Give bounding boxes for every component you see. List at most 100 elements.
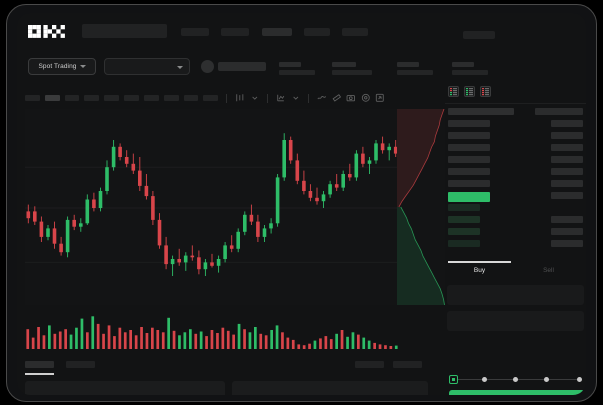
- orderbook-row-ask[interactable]: [445, 143, 586, 152]
- orderbook-rows: [445, 107, 586, 251]
- bottom-action-1[interactable]: [393, 361, 422, 368]
- slider-stop-25[interactable]: [482, 377, 487, 382]
- orderbook-row-bid[interactable]: [445, 203, 586, 212]
- volume-chart: [25, 309, 399, 353]
- bottom-tab-active-underline: [25, 373, 54, 375]
- nav-item-4[interactable]: [342, 28, 368, 36]
- settings-icon[interactable]: [361, 93, 371, 104]
- orderbook-row-bid[interactable]: [445, 227, 586, 236]
- orderbook-mode-asks-only-icon[interactable]: [480, 86, 491, 97]
- timeframe-4[interactable]: [104, 95, 120, 101]
- chart-toolbar: [25, 89, 385, 107]
- orderbook-row-ask[interactable]: [445, 155, 586, 164]
- orderbook-cell-price: [448, 144, 490, 151]
- spot-trading-label: Spot Trading: [38, 63, 77, 70]
- stat-3: [452, 62, 490, 75]
- orderbook-cell-size: [551, 144, 583, 151]
- orderbook-mode-both-icon[interactable]: [448, 86, 459, 97]
- nav-item-2[interactable]: [262, 28, 292, 36]
- tab-buy[interactable]: Buy: [473, 267, 486, 274]
- orderbook-mode-bids-only-icon[interactable]: [464, 86, 475, 97]
- orderbook-cell-price: [448, 216, 480, 223]
- indicator-icon[interactable]: [276, 93, 286, 104]
- stat-1: [332, 62, 374, 75]
- timeframe-6[interactable]: [143, 95, 159, 101]
- timeframe-7[interactable]: [163, 95, 179, 101]
- bottom-action-0[interactable]: [355, 361, 384, 368]
- camera-icon[interactable]: [346, 93, 356, 104]
- orderbook-cell-price: [448, 240, 480, 247]
- price-field[interactable]: [447, 285, 584, 305]
- orderbook-row-ask[interactable]: [445, 119, 586, 128]
- orderbook-cell-size: [551, 216, 583, 223]
- app-screen: Spot Trading: [17, 13, 586, 395]
- bottom-panel: [25, 357, 437, 395]
- nav-item-0[interactable]: [181, 28, 209, 36]
- toolbar-divider: [308, 93, 310, 103]
- order-book: [445, 83, 586, 263]
- pair-select[interactable]: [104, 58, 190, 75]
- timeframe-0[interactable]: [25, 95, 40, 101]
- slider-handle[interactable]: [449, 375, 458, 384]
- slider-stop-75[interactable]: [544, 377, 549, 382]
- ruler-icon[interactable]: [332, 93, 342, 104]
- orderbook-cell-size: [551, 120, 583, 127]
- timeframe-3[interactable]: [84, 95, 100, 101]
- positions-panel[interactable]: [232, 381, 428, 395]
- orderbook-mode-group: [448, 86, 491, 97]
- orderbook-row-bid[interactable]: [445, 215, 586, 224]
- bottom-tab-0[interactable]: [25, 361, 54, 368]
- chevron-down-icon[interactable]: [291, 93, 301, 104]
- orderbook-cell-price: [448, 192, 490, 202]
- order-form-tabs: Buy Sell: [445, 261, 586, 281]
- tab-sell[interactable]: Sell: [543, 267, 554, 274]
- nav-item-5[interactable]: [463, 31, 495, 39]
- orderbook-cell-price: [448, 108, 514, 115]
- orderbook-cell-size: [535, 108, 583, 115]
- amount-slider[interactable]: [449, 375, 584, 384]
- avatar[interactable]: [201, 60, 214, 73]
- nav-item-1[interactable]: [221, 28, 249, 36]
- account-name: [218, 62, 266, 71]
- stat-0: [279, 62, 317, 75]
- orderbook-row-last-price[interactable]: [445, 191, 586, 202]
- orderbook-cell-price: [448, 132, 490, 139]
- open-orders-panel[interactable]: [25, 381, 225, 395]
- candlestick-chart: [25, 133, 399, 276]
- spot-trading-dropdown[interactable]: Spot Trading: [28, 58, 96, 75]
- buy-button[interactable]: [449, 390, 585, 395]
- timeframe-8[interactable]: [183, 95, 199, 101]
- timeframe-1[interactable]: [44, 95, 60, 101]
- price-chart[interactable]: [25, 109, 399, 305]
- timeframe-9[interactable]: [203, 95, 219, 101]
- trend-line-icon[interactable]: [317, 93, 327, 104]
- bottom-tab-1[interactable]: [66, 361, 95, 368]
- timeframe-2[interactable]: [64, 95, 80, 101]
- orderbook-cell-price: [448, 168, 490, 175]
- orderbook-cell-size: [551, 168, 583, 175]
- orderbook-cell-price: [448, 156, 490, 163]
- orderbook-row-ask[interactable]: [445, 179, 586, 188]
- device-frame: Spot Trading: [6, 4, 597, 402]
- slider-stop-100[interactable]: [577, 377, 582, 382]
- slider-stop-50[interactable]: [513, 377, 518, 382]
- candlestick-icon[interactable]: [235, 93, 245, 104]
- orderbook-cell-price: [448, 120, 490, 127]
- orderbook-row-header[interactable]: [445, 107, 586, 116]
- timeframe-5[interactable]: [124, 95, 139, 101]
- orderbook-cell-size: [551, 240, 583, 247]
- orderbook-cell-size: [551, 192, 583, 199]
- buy-tab-underline: [448, 261, 511, 263]
- nav-item-3[interactable]: [304, 28, 330, 36]
- search-input[interactable]: [82, 24, 167, 38]
- orderbook-row-ask[interactable]: [445, 131, 586, 140]
- fullscreen-icon[interactable]: [375, 93, 385, 104]
- orderbook-row-ask[interactable]: [445, 167, 586, 176]
- orderbook-cell-size: [551, 228, 583, 235]
- orderbook-cell-price: [448, 180, 490, 187]
- chevron-down-icon[interactable]: [250, 93, 260, 104]
- orderbook-row-bid[interactable]: [445, 239, 586, 248]
- amount-field[interactable]: [447, 311, 584, 331]
- okx-logo[interactable]: [28, 25, 72, 38]
